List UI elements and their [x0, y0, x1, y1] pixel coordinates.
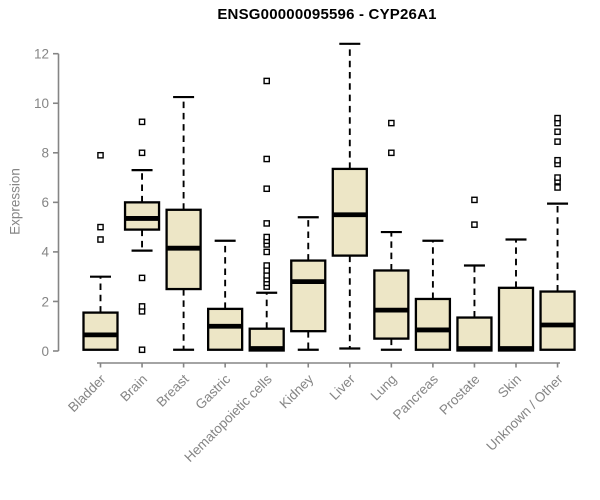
- outlier-point: [263, 155, 271, 163]
- x-tick-label-bladder: Bladder: [65, 371, 109, 415]
- outlier-point: [97, 236, 104, 243]
- y-tick-label: 4: [41, 245, 49, 260]
- y-tick-label: 8: [41, 146, 49, 161]
- y-tick-label: 10: [34, 96, 49, 111]
- box-brain: [123, 118, 161, 354]
- box-bladder: [82, 151, 119, 351]
- x-tick-label-breast: Breast: [154, 371, 192, 409]
- outlier-point: [471, 196, 478, 204]
- x-tick-label-lung: Lung: [368, 372, 400, 404]
- outlier-point: [138, 274, 146, 282]
- box-kidney: [290, 216, 327, 351]
- outlier-point: [554, 174, 561, 181]
- iqr-box: [414, 297, 452, 351]
- outlier-point: [388, 119, 395, 127]
- outlier-point: [263, 233, 271, 241]
- box-liver: [331, 42, 368, 350]
- y-tick-label: 6: [41, 195, 49, 210]
- outlier-point: [138, 149, 146, 157]
- iqr-box: [539, 290, 576, 351]
- box-gastric: [206, 239, 244, 351]
- x-tick-label-kidney: Kidney: [277, 371, 317, 411]
- x-tick-label-pancreas: Pancreas: [390, 371, 441, 422]
- iqr-box: [82, 311, 119, 351]
- outlier-point: [554, 128, 561, 136]
- box-prostate: [456, 196, 493, 352]
- iqr-box: [123, 201, 161, 231]
- x-tick-label-skin: Skin: [495, 372, 524, 401]
- outlier-point: [388, 149, 395, 157]
- outlier-point: [471, 221, 478, 228]
- chart-title: ENSG00000095596 - CYP26A1: [217, 6, 437, 23]
- box-lung: [373, 119, 410, 351]
- outlier-point: [263, 220, 271, 227]
- outlier-point: [554, 184, 561, 191]
- x-tick-label-brain: Brain: [117, 372, 150, 405]
- y-tick-label: 2: [41, 294, 49, 309]
- box-hematopoietic-cells: [248, 77, 285, 352]
- outlier-point: [263, 262, 271, 269]
- iqr-box: [373, 269, 410, 340]
- x-tick-label-gastric: Gastric: [192, 371, 233, 412]
- outlier-point: [138, 303, 146, 310]
- box-skin: [497, 238, 535, 352]
- outlier-point: [263, 248, 271, 256]
- outlier-point: [554, 138, 561, 145]
- outlier-point: [138, 118, 146, 126]
- box-breast: [165, 95, 202, 351]
- x-tick-label-unknown-other: Unknown / Other: [483, 371, 566, 454]
- outlier-point: [263, 77, 271, 85]
- outlier-point: [97, 223, 104, 231]
- x-tick-label-liver: Liver: [327, 371, 359, 403]
- box-pancreas: [414, 239, 452, 351]
- x-tick-label-prostate: Prostate: [436, 372, 482, 418]
- iqr-box: [456, 316, 493, 352]
- y-tick-label: 12: [34, 47, 49, 62]
- box-unknown-other: [539, 114, 576, 351]
- iqr-box: [497, 286, 535, 352]
- outlier-point: [138, 346, 146, 354]
- outlier-point: [263, 185, 271, 193]
- outlier-point: [97, 151, 104, 159]
- outlier-point: [554, 156, 561, 164]
- iqr-box: [331, 167, 368, 257]
- iqr-box: [206, 307, 244, 351]
- y-tick-label: 0: [41, 344, 49, 359]
- iqr-box: [290, 259, 327, 333]
- outlier-point: [554, 114, 561, 122]
